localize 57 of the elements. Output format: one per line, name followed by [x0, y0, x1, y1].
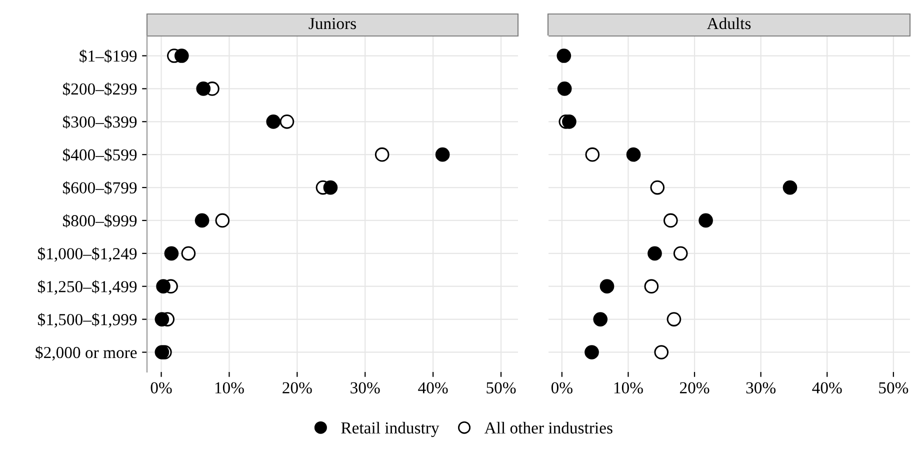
point [650, 180, 665, 195]
x-tick-label: 50% [879, 382, 908, 394]
point [215, 213, 230, 228]
point [280, 114, 294, 129]
point [194, 213, 210, 228]
y-tick-label: $600–$799 [62, 181, 137, 195]
point [782, 180, 798, 195]
x-tick-label: 40% [418, 382, 448, 394]
point [196, 82, 211, 96]
point [666, 312, 682, 326]
point [698, 213, 713, 228]
y-tick-label: $1,000–$1,249 [38, 247, 137, 262]
x-tick-label: 0% [551, 382, 572, 394]
point [435, 147, 450, 162]
x-tick-label: 30% [746, 382, 776, 394]
point [644, 279, 659, 294]
x-tick-label: 50% [486, 382, 516, 394]
point [562, 114, 576, 129]
y-tick-label: $400–$599 [62, 148, 137, 162]
point [164, 246, 179, 261]
point [593, 312, 608, 326]
x-tick-label: 30% [350, 382, 380, 394]
x-tick-label: 10% [215, 382, 244, 394]
y-tick-label: $300–$399 [62, 115, 137, 129]
chart-title: Adults [706, 17, 751, 30]
x-tick-label: 20% [282, 382, 312, 394]
point [648, 246, 662, 261]
point [654, 345, 669, 360]
point [266, 114, 281, 129]
point [600, 279, 614, 294]
y-tick-label: $2,000 or more [36, 346, 137, 361]
point [584, 345, 599, 360]
legend-label: All other industries [484, 422, 612, 434]
x-tick-label: 0% [150, 382, 172, 394]
point [556, 48, 572, 63]
point [626, 147, 641, 162]
point [156, 279, 170, 294]
point [181, 246, 196, 261]
point [154, 345, 170, 360]
point [374, 147, 390, 162]
y-tick-label: $1,500–$1,999 [38, 313, 137, 328]
point [154, 312, 170, 326]
point [663, 213, 678, 228]
y-tick-label: $200–$299 [62, 82, 137, 96]
point [585, 147, 600, 162]
point [323, 180, 338, 195]
point [174, 48, 189, 63]
y-tick-label: $1,250–$1,499 [38, 280, 137, 295]
x-tick-label: 10% [614, 382, 643, 394]
y-tick-label: $1–$199 [80, 49, 137, 63]
legend-label: Retail industry [341, 422, 440, 437]
chart-title: Juniors [308, 18, 356, 30]
point [557, 82, 572, 96]
y-tick-label: $800–$999 [62, 214, 137, 228]
x-tick-label: 20% [680, 382, 710, 394]
x-tick-label: 40% [812, 382, 842, 394]
point [673, 246, 688, 261]
